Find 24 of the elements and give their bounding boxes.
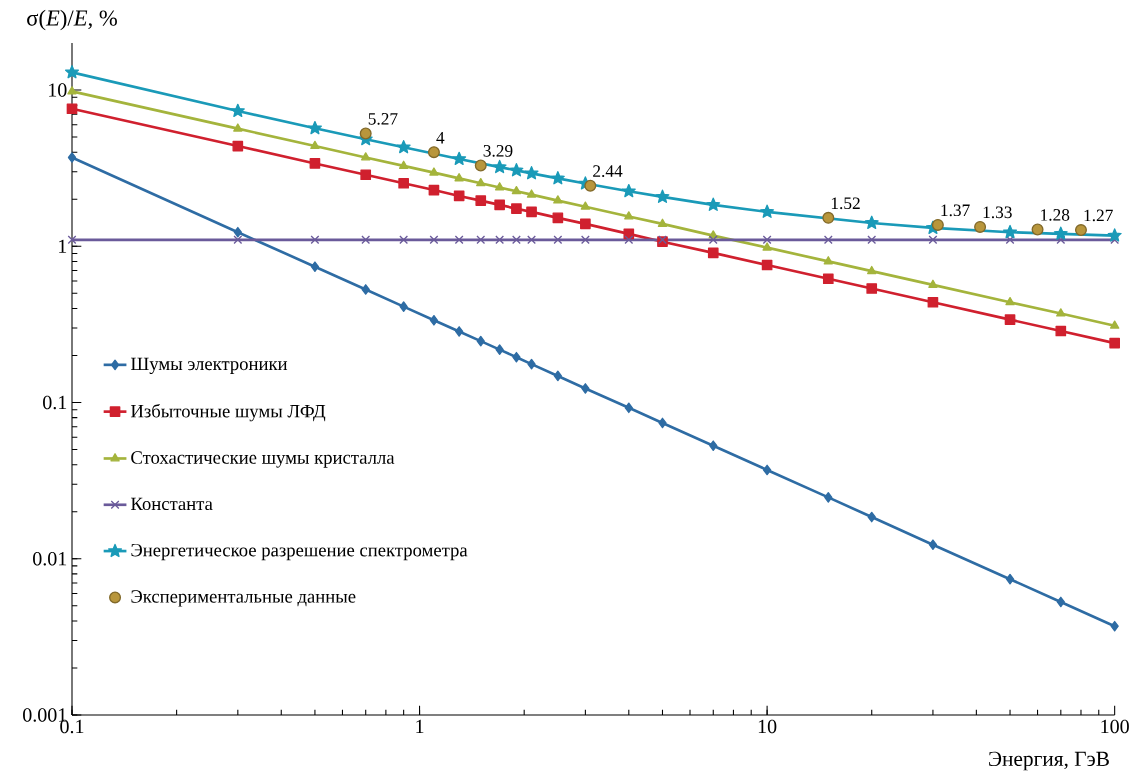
legend-label: Избыточные шумы ЛФД — [130, 403, 326, 422]
data-label: 2.44 — [593, 165, 623, 178]
y-axis-title: σ(E)/E, % — [27, 9, 117, 31]
data-label: 1.28 — [1041, 209, 1070, 221]
legend-label: Константа — [130, 497, 213, 511]
data-label: 1.37 — [941, 204, 970, 217]
data-label: 3.29 — [483, 145, 513, 157]
data-label: 1.52 — [831, 197, 860, 210]
x-tick-label: 1 — [416, 719, 424, 733]
data-label: 1.27 — [1084, 209, 1113, 222]
legend-label: Экспериментальные данные — [131, 590, 356, 607]
legend-label: Шумы электроники — [130, 357, 288, 374]
legend-label: Стохастические шумы кристалла — [131, 451, 395, 468]
x-axis-title: Энергия, ГэВ — [989, 751, 1109, 771]
y-tick-label: 0.1 — [43, 395, 67, 410]
x-tick-label: 100 — [1101, 719, 1129, 734]
data-label: 1.33 — [983, 206, 1012, 219]
data-label: 5.27 — [368, 113, 398, 125]
legend-label: Энергетическое разрешение спектрометра — [131, 543, 468, 561]
y-tick-label: 0.01 — [33, 551, 67, 566]
data-label: 4 — [436, 132, 445, 144]
y-tick-label: 1 — [59, 239, 67, 253]
y-tick-label: 10 — [49, 83, 67, 97]
x-tick-label: 10 — [758, 719, 777, 734]
